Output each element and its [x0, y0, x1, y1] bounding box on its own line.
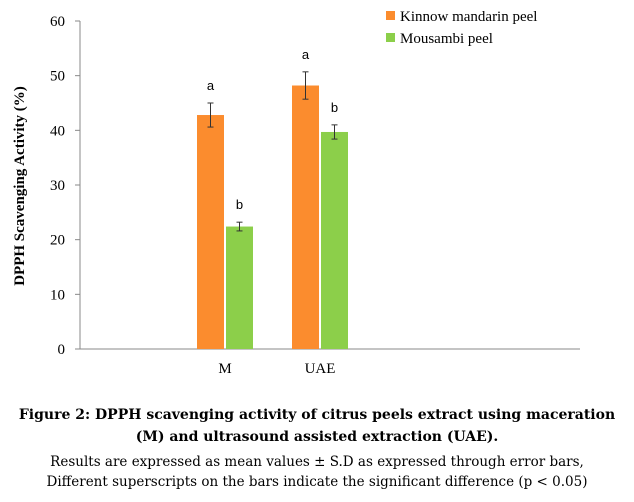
legend-label: Kinnow mandarin peel: [400, 9, 537, 25]
bars: a b a b: [197, 47, 348, 350]
legend-swatch: [386, 33, 395, 42]
bar: [292, 85, 319, 350]
y-axis-label: DPPH Scavenging Activity (%): [12, 86, 28, 286]
figure-caption-title: Figure 2: DPPH scavenging activity of ci…: [18, 407, 616, 445]
legend-swatch: [386, 11, 395, 20]
x-ticks: M UAE: [218, 361, 335, 377]
figure-caption-notes: Results are expressed as mean values ± S…: [0, 452, 634, 492]
bar: [226, 226, 253, 349]
y-tick-label: 40: [50, 123, 65, 139]
significance-label: a: [302, 47, 310, 62]
significance-label: b: [236, 197, 243, 212]
x-tick-label: UAE: [305, 361, 336, 377]
y-ticks: 0 10 20 30 40 50 60: [50, 14, 80, 358]
significance-label: b: [331, 100, 338, 115]
bar-chart: DPPH Scavenging Activity (%) 0 10 20 30 40 50…: [12, 9, 580, 377]
bar: [197, 115, 224, 349]
y-tick-label: 20: [50, 233, 65, 249]
y-tick-label: 30: [50, 178, 65, 194]
y-tick-label: 10: [50, 287, 65, 303]
y-tick-label: 50: [50, 69, 65, 85]
caption-note-line-1: Results are expressed as mean values ± S…: [50, 454, 584, 470]
caption-note-line-2: Different superscripts on the bars indic…: [46, 474, 588, 490]
legend-label: Mousambi peel: [400, 31, 493, 47]
y-tick-label: 0: [58, 342, 66, 358]
significance-label: a: [207, 78, 215, 93]
x-tick-label: M: [218, 361, 231, 377]
bar: [321, 131, 348, 349]
y-tick-label: 60: [50, 14, 65, 30]
legend: Kinnow mandarin peel Mousambi peel: [386, 9, 537, 47]
